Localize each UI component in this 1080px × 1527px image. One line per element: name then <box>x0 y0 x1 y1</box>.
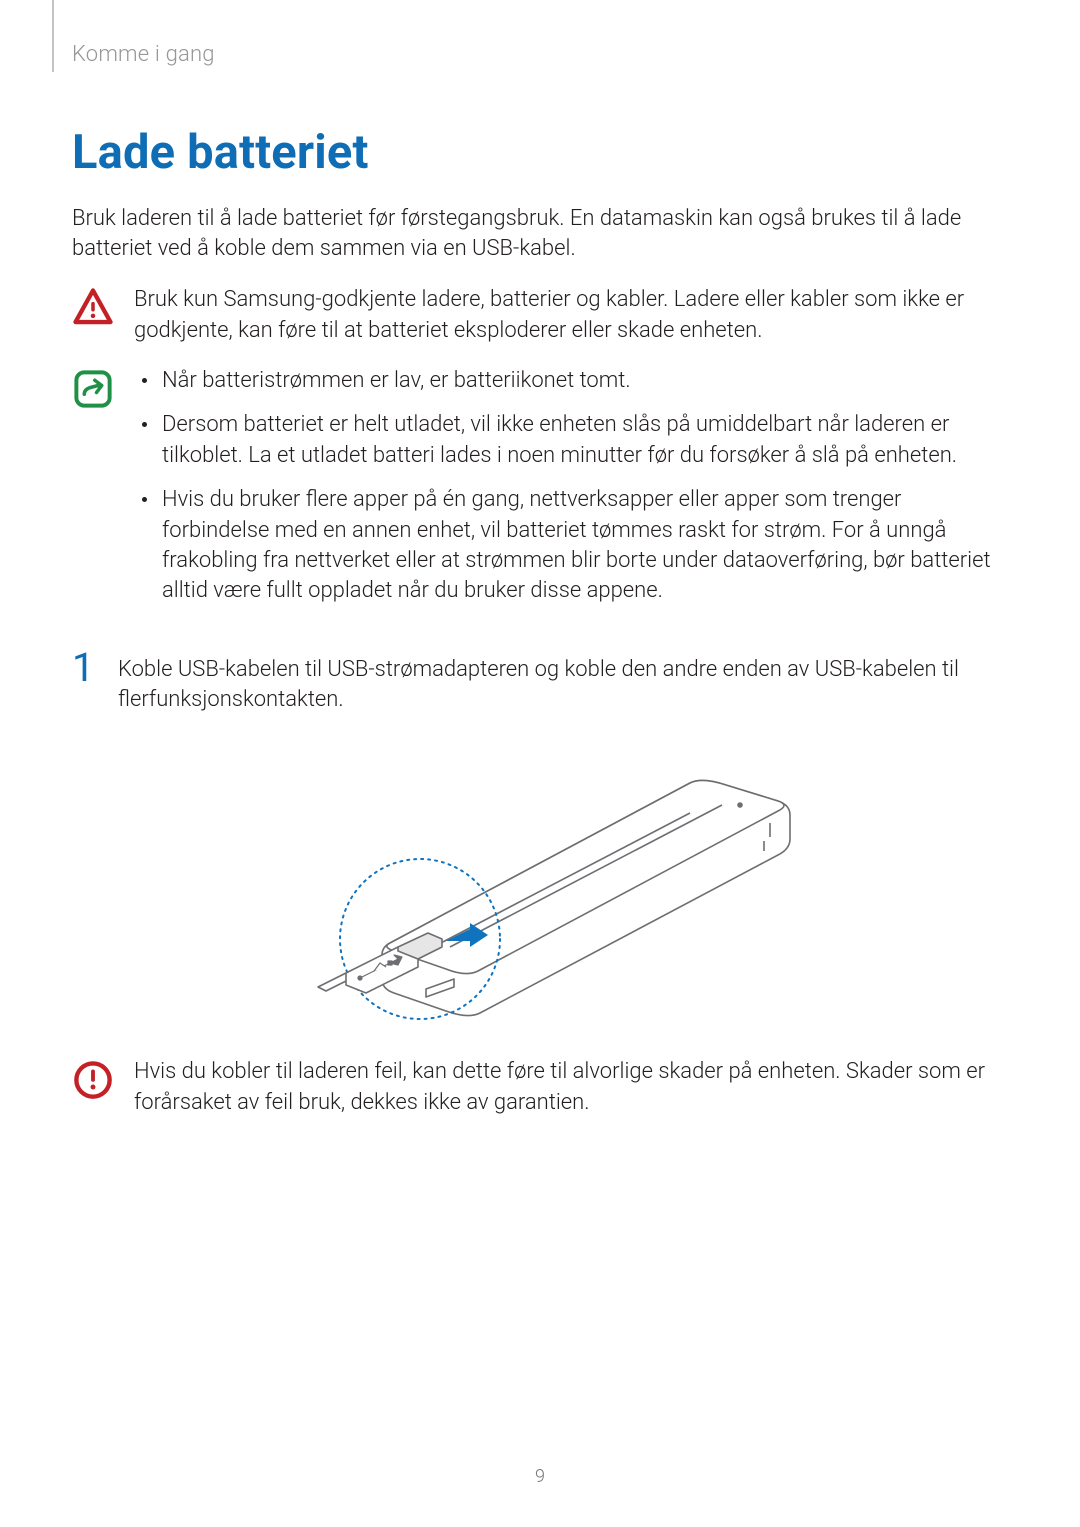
warning-icon <box>72 287 114 329</box>
note-list-item: Dersom batteriet er helt utladet, vil ik… <box>134 410 1008 471</box>
step-number: 1 <box>72 651 98 685</box>
caution-block: Hvis du kobler til laderen feil, kan det… <box>72 1057 1008 1118</box>
note-block: Når batteristrømmen er lav, er batteriik… <box>72 366 1008 621</box>
page-title: Lade batteriet <box>72 125 1008 180</box>
intro-paragraph: Bruk laderen til å lade batteriet før fø… <box>72 204 1008 263</box>
breadcrumb: Komme i gang <box>72 42 1008 67</box>
note-list: Når batteristrømmen er lav, er batteriik… <box>134 366 1008 621</box>
note-list-item: Når batteristrømmen er lav, er batteriik… <box>134 366 1008 396</box>
step-text: Koble USB-kabelen til USB-strømadapteren… <box>118 651 1008 716</box>
side-tab-line <box>52 0 54 72</box>
page-number: 9 <box>0 1466 1080 1487</box>
warning-block: Bruk kun Samsung-godkjente ladere, batte… <box>72 285 1008 346</box>
step-row: 1 Koble USB-kabelen til USB-strømadapter… <box>72 651 1008 716</box>
device-charging-figure <box>270 743 810 1023</box>
caution-text: Hvis du kobler til laderen feil, kan det… <box>134 1057 1008 1118</box>
warning-text: Bruk kun Samsung-godkjente ladere, batte… <box>134 285 1008 346</box>
note-list-item: Hvis du bruker flere apper på én gang, n… <box>134 485 1008 606</box>
caution-icon <box>72 1059 114 1101</box>
note-icon <box>72 368 114 410</box>
figure-wrap <box>72 743 1008 1023</box>
